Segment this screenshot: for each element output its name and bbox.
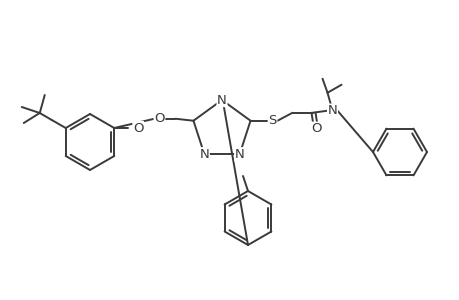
Text: O: O [154, 112, 164, 125]
Text: N: N [217, 94, 226, 106]
Text: N: N [234, 148, 244, 161]
Text: O: O [311, 122, 321, 135]
Text: O: O [133, 122, 143, 134]
Text: S: S [268, 114, 276, 127]
Text: N: N [327, 104, 336, 117]
Text: N: N [199, 148, 209, 161]
